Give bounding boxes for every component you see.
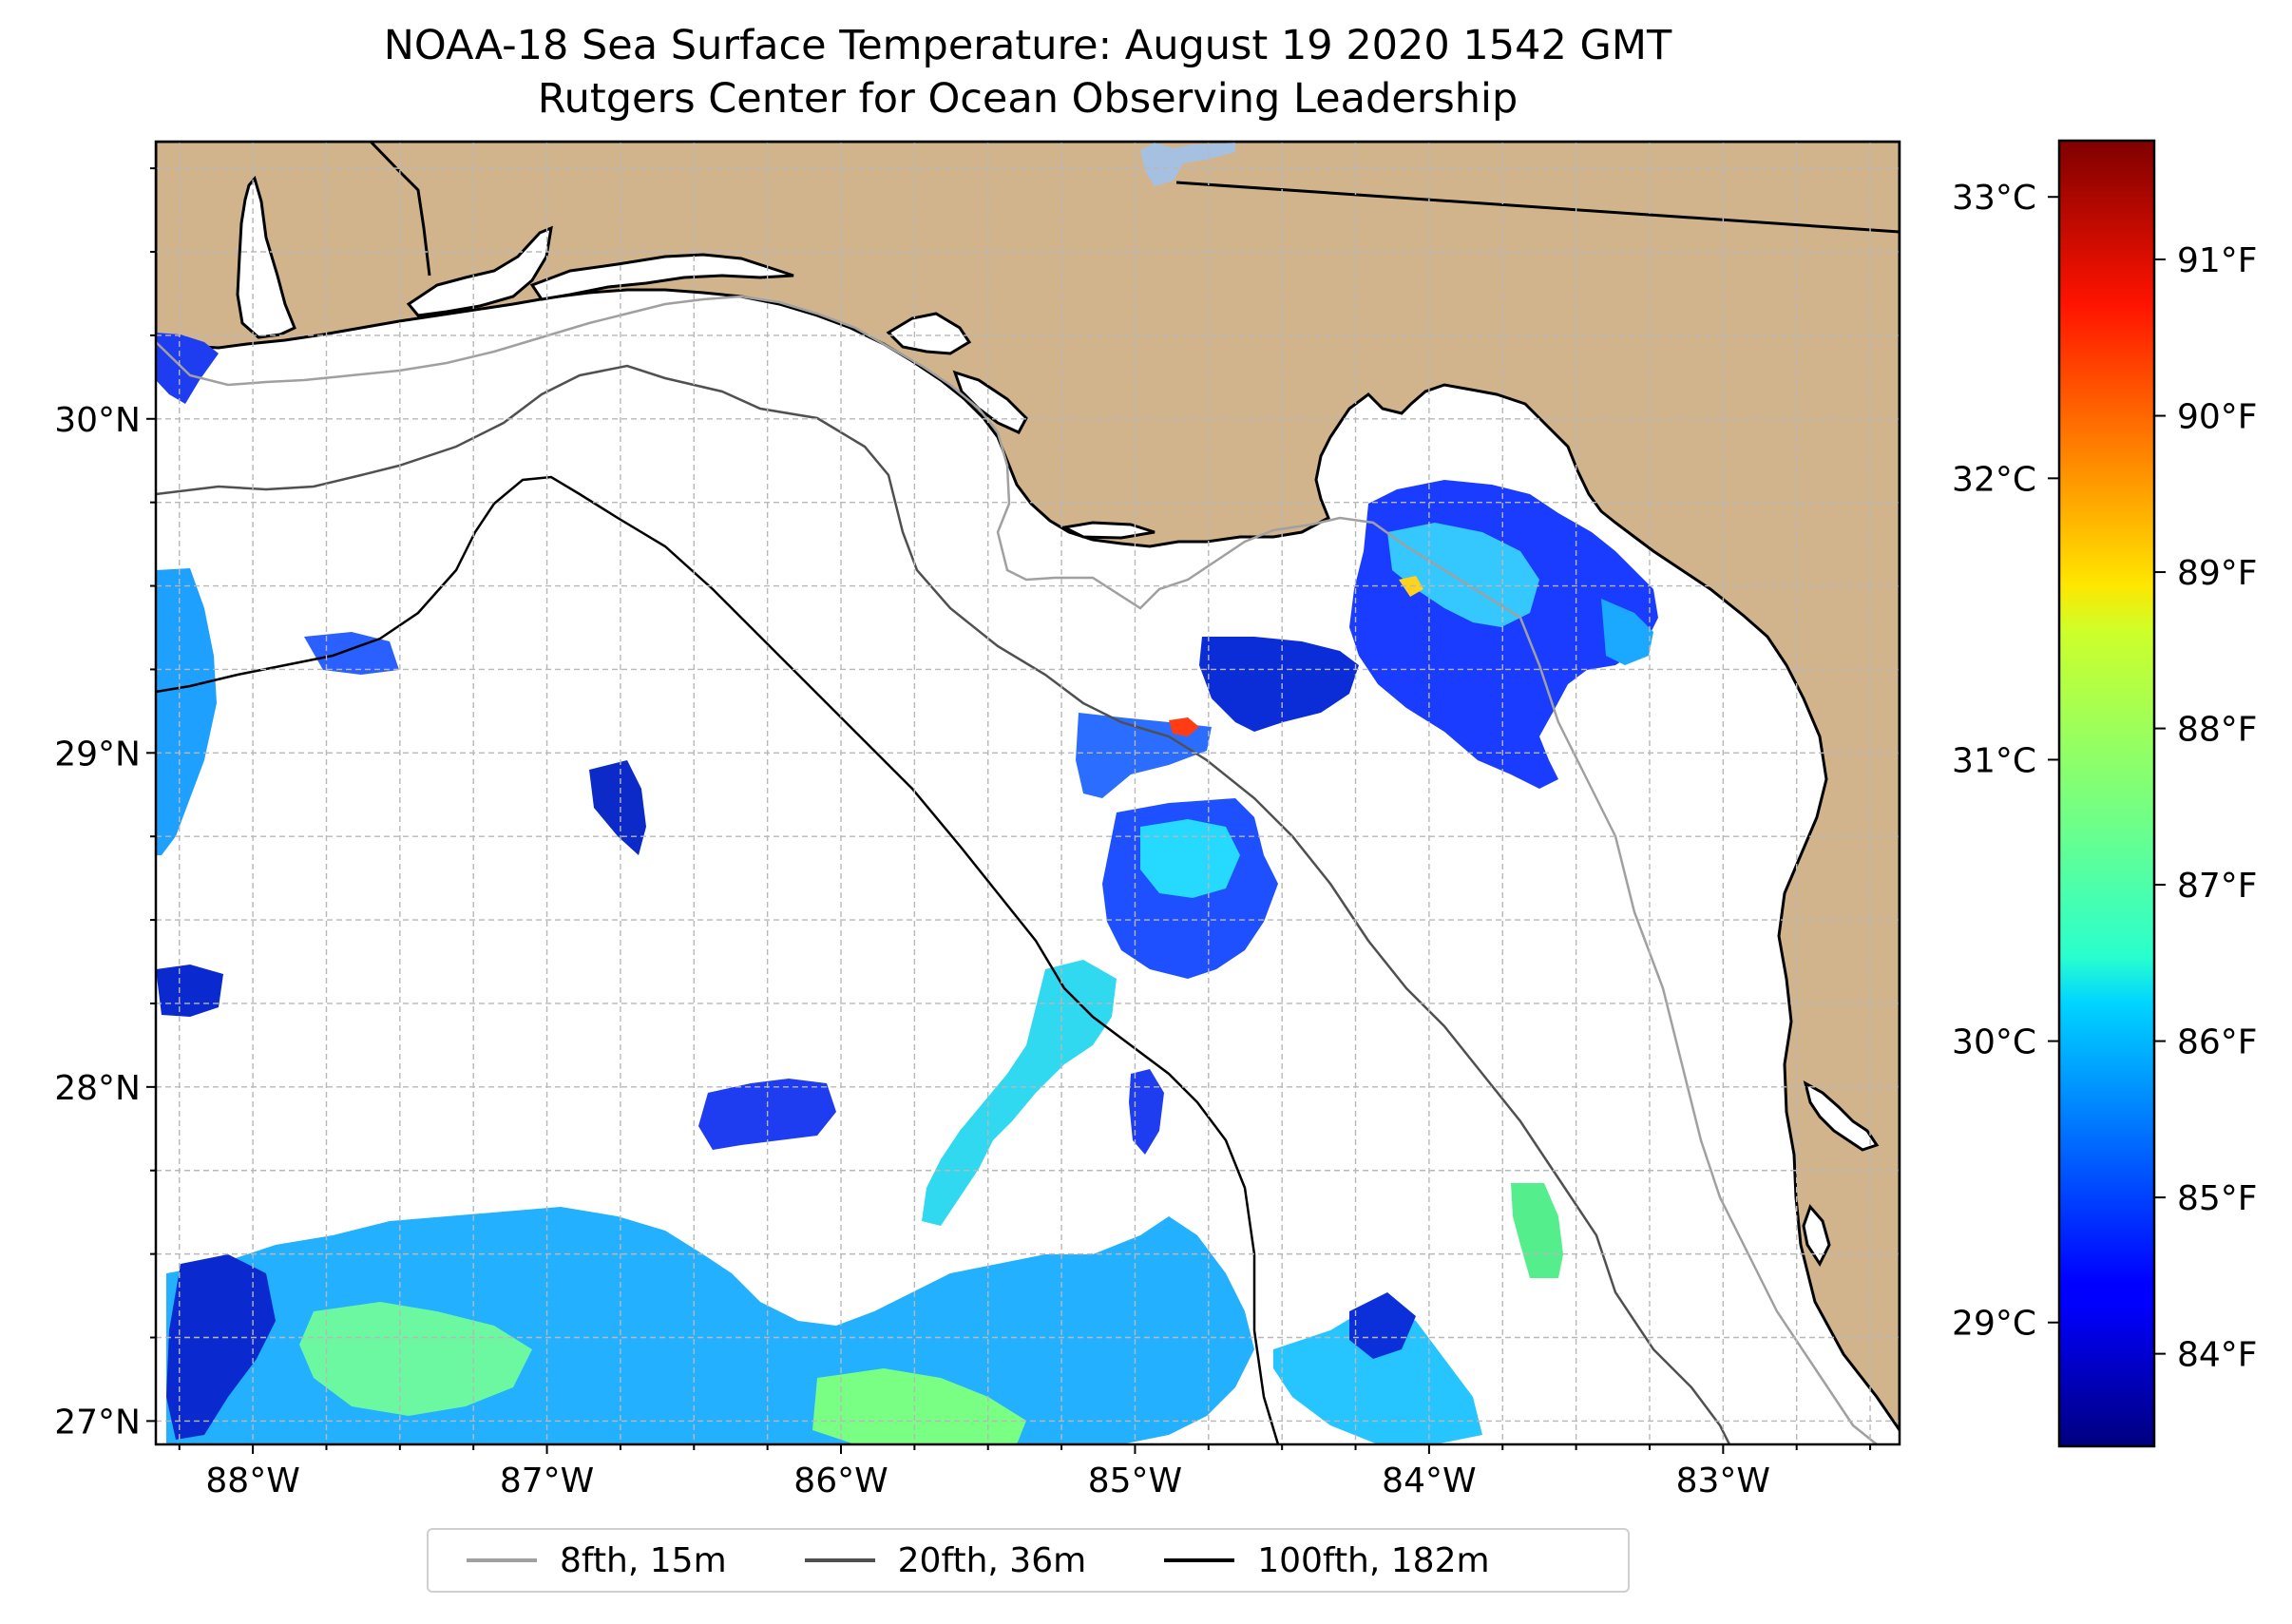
colorbar-fahrenheit-label: 91°F bbox=[2177, 241, 2258, 280]
mobile-bay bbox=[236, 175, 296, 339]
lon-tick-label: 87°W bbox=[500, 1462, 594, 1500]
sst-patch-east-small bbox=[1511, 1183, 1563, 1278]
sst-patch-west-coast-top bbox=[156, 333, 219, 404]
sst-patch-center-cyan bbox=[1140, 819, 1240, 898]
colorbar-fahrenheit-label: 87°F bbox=[2177, 867, 2258, 906]
lat-tick-label: 29°N bbox=[54, 735, 141, 774]
sst-patch-small-south bbox=[1129, 1069, 1164, 1155]
lon-tick-label: 88°W bbox=[205, 1462, 299, 1500]
legend-label-8fth: 8fth, 15m bbox=[560, 1540, 727, 1580]
colorbar-celsius-label: 32°C bbox=[1952, 460, 2036, 499]
lat-tick-label: 30°N bbox=[54, 401, 141, 440]
lake-seminole bbox=[1140, 143, 1235, 186]
map-panel bbox=[156, 142, 1900, 1444]
lon-tick-label: 84°W bbox=[1382, 1462, 1476, 1500]
legend-label-100fth: 100fth, 182m bbox=[1257, 1540, 1490, 1580]
colorbar-fahrenheit-label: 84°F bbox=[2177, 1336, 2258, 1375]
sst-patch-hotspot bbox=[1169, 717, 1199, 736]
isobath-legend: 8fth, 15m 20fth, 36m 100fth, 182m bbox=[427, 1528, 1630, 1593]
latitude-axis: 27°N 28°N 29°N 30°N bbox=[54, 167, 156, 1442]
lat-tick-label: 28°N bbox=[54, 1069, 141, 1108]
map-title: NOAA-18 Sea Surface Temperature: August … bbox=[383, 22, 1672, 69]
sst-patch-west-mid bbox=[156, 965, 223, 1017]
legend-item-8fth: 8fth, 15m bbox=[467, 1541, 727, 1580]
sst-patch-north-west bbox=[1199, 637, 1359, 732]
lon-tick-label: 83°W bbox=[1676, 1462, 1770, 1500]
colorbar-fahrenheit-label: 90°F bbox=[2177, 398, 2258, 437]
lon-tick-label: 85°W bbox=[1088, 1462, 1182, 1500]
sst-patch-big-bend-inner bbox=[1387, 523, 1539, 627]
colorbar-celsius-label: 31°C bbox=[1952, 741, 2036, 780]
sst-patch-coastal-green bbox=[1601, 599, 1653, 665]
st-andrews-bay bbox=[886, 312, 972, 355]
sst-patch-small-north bbox=[589, 760, 646, 855]
colorbar-fahrenheit-label: 88°F bbox=[2177, 711, 2258, 750]
isobath-20fth bbox=[156, 364, 1731, 1444]
tampa-bay bbox=[1803, 1080, 1880, 1152]
longitude-axis: 88°W 87°W 86°W 85°W 84°W 83°W bbox=[178, 1444, 1872, 1500]
colorbar-celsius-axis: 29°C 30°C 31°C 32°C 33°C bbox=[1952, 179, 2059, 1344]
sst-patch-south-green bbox=[812, 1368, 1026, 1444]
colorbar-fahrenheit-axis: 84°F 85°F 86°F 87°F 88°F 89°F 90°F 91°F bbox=[2154, 241, 2258, 1375]
choctawhatchee-bay bbox=[529, 253, 794, 301]
sst-patch-west-shelf bbox=[304, 632, 399, 675]
apalachicola-bay bbox=[952, 370, 1028, 434]
legend-label-20fth: 20fth, 36m bbox=[897, 1540, 1087, 1580]
legend-swatch-100fth bbox=[1164, 1558, 1235, 1562]
colorbar-celsius-label: 33°C bbox=[1952, 179, 2036, 218]
colorbar-fahrenheit-label: 89°F bbox=[2177, 554, 2258, 593]
colorbar-celsius-label: 30°C bbox=[1952, 1023, 2036, 1062]
colorbar-fahrenheit-label: 86°F bbox=[2177, 1023, 2258, 1062]
colorbar-gradient bbox=[2057, 139, 2156, 1448]
colorbar: 29°C 30°C 31°C 32°C 33°C 84°F 85°F 86°F 87°F 88°… bbox=[1952, 139, 2258, 1448]
sst-patch-west-edge bbox=[156, 568, 217, 855]
land-mass bbox=[156, 142, 1900, 1433]
map-frame bbox=[154, 140, 1901, 1446]
apalachee-lagoon bbox=[1060, 521, 1156, 540]
legend-item-20fth: 20fth, 36m bbox=[804, 1540, 1087, 1580]
lon-tick-label: 86°W bbox=[793, 1462, 888, 1500]
sst-patch-south-dark bbox=[166, 1254, 276, 1440]
legend-swatch-20fth bbox=[804, 1558, 875, 1562]
colorbar-fahrenheit-label: 85°F bbox=[2177, 1179, 2258, 1218]
lat-tick-label: 27°N bbox=[54, 1403, 141, 1442]
state-border-line bbox=[1175, 181, 1900, 234]
colorbar-celsius-label: 29°C bbox=[1952, 1305, 2036, 1344]
legend-item-100fth: 100fth, 182m bbox=[1164, 1540, 1490, 1580]
legend-swatch-8fth bbox=[467, 1558, 537, 1562]
isobath-8fth bbox=[156, 295, 1878, 1444]
state-border-line-west bbox=[369, 142, 431, 277]
sst-patch-stream bbox=[922, 960, 1117, 1226]
map-subtitle: Rutgers Center for Ocean Observing Leade… bbox=[537, 75, 1518, 123]
pensacola-bay bbox=[406, 225, 553, 317]
charlotte-harbor bbox=[1802, 1204, 1831, 1268]
isobath-100fth bbox=[156, 475, 1280, 1444]
sst-patch-southeast-dark bbox=[1349, 1292, 1416, 1359]
coastal-bays bbox=[236, 175, 1880, 1268]
map-gridlines bbox=[156, 142, 1900, 1444]
